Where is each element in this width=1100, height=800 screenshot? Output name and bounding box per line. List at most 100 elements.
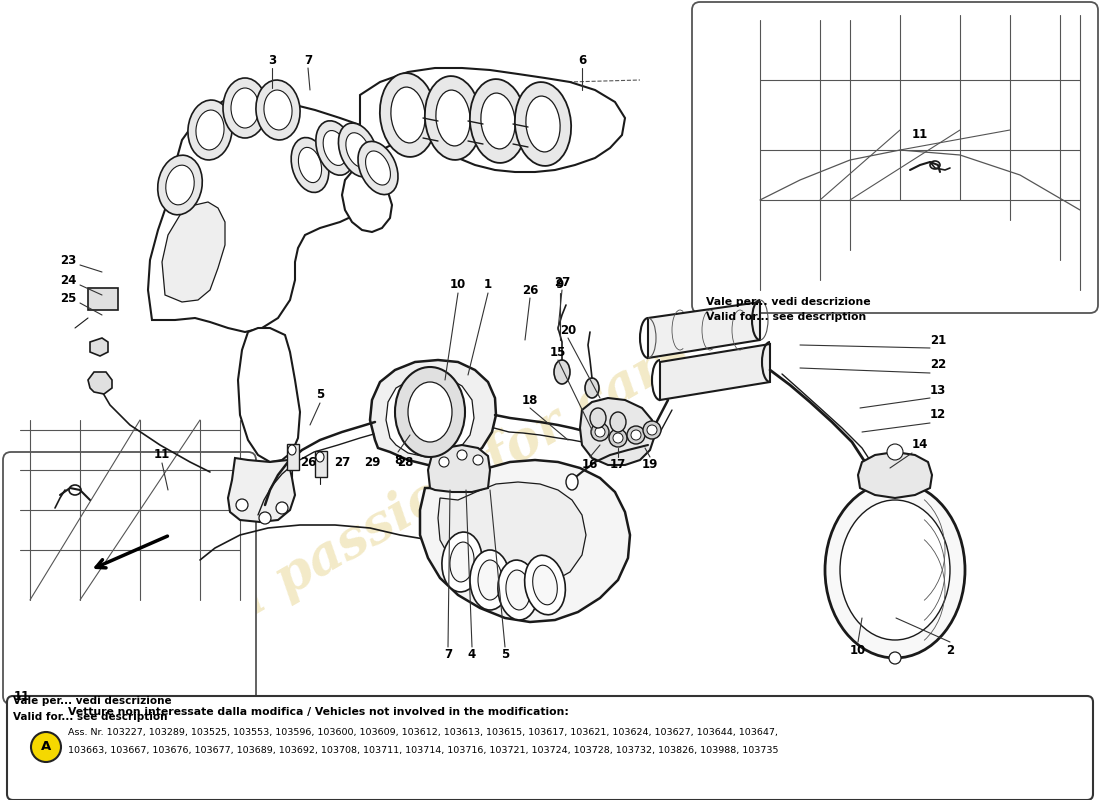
Ellipse shape: [525, 555, 565, 614]
Ellipse shape: [358, 142, 398, 194]
Text: 16: 16: [582, 458, 598, 471]
Ellipse shape: [436, 90, 470, 146]
Ellipse shape: [258, 512, 271, 524]
Polygon shape: [386, 376, 474, 457]
Text: 28: 28: [397, 455, 414, 469]
Ellipse shape: [408, 382, 452, 442]
Ellipse shape: [256, 80, 300, 140]
Circle shape: [31, 732, 60, 762]
Text: Vale per... vedi descrizione: Vale per... vedi descrizione: [13, 696, 172, 706]
Ellipse shape: [298, 147, 321, 182]
Ellipse shape: [323, 130, 346, 166]
Ellipse shape: [316, 452, 324, 462]
Ellipse shape: [566, 474, 578, 490]
Ellipse shape: [231, 88, 258, 128]
Text: a passion for cars: a passion for cars: [221, 327, 700, 633]
Ellipse shape: [609, 429, 627, 447]
Text: Valid for... see description: Valid for... see description: [13, 712, 167, 722]
Text: 2: 2: [946, 643, 954, 657]
Ellipse shape: [390, 87, 425, 143]
Bar: [315, 451, 327, 477]
Ellipse shape: [515, 82, 571, 166]
Polygon shape: [858, 452, 932, 498]
Ellipse shape: [887, 444, 903, 460]
Text: 22: 22: [930, 358, 946, 371]
Text: Vetture non interessate dalla modifica / Vehicles not involved in the modificati: Vetture non interessate dalla modifica /…: [68, 707, 569, 717]
Text: 19: 19: [641, 458, 658, 471]
Text: 103663, 103667, 103676, 103677, 103689, 103692, 103708, 103711, 103714, 103716, : 103663, 103667, 103676, 103677, 103689, …: [68, 746, 779, 754]
Text: 29: 29: [364, 455, 381, 469]
Polygon shape: [648, 302, 760, 358]
Text: 9: 9: [556, 278, 564, 291]
Text: 17: 17: [609, 458, 626, 471]
Ellipse shape: [644, 421, 661, 439]
Ellipse shape: [425, 76, 481, 160]
Text: 11: 11: [912, 129, 928, 142]
Polygon shape: [580, 398, 654, 465]
Ellipse shape: [481, 93, 515, 149]
Ellipse shape: [473, 455, 483, 465]
Text: 11: 11: [154, 449, 170, 462]
Ellipse shape: [292, 138, 329, 193]
Text: 3: 3: [268, 54, 276, 66]
Text: 18: 18: [521, 394, 538, 406]
Ellipse shape: [439, 457, 449, 467]
Ellipse shape: [591, 423, 609, 441]
Text: 27: 27: [554, 275, 570, 289]
Ellipse shape: [442, 532, 482, 592]
Ellipse shape: [585, 378, 600, 398]
Text: 13: 13: [930, 383, 946, 397]
Text: 24: 24: [59, 274, 76, 286]
Ellipse shape: [223, 78, 267, 138]
Ellipse shape: [498, 560, 538, 620]
Text: 11: 11: [14, 690, 31, 703]
Text: 10: 10: [850, 643, 866, 657]
Ellipse shape: [395, 367, 465, 457]
Polygon shape: [162, 202, 226, 302]
Text: 25: 25: [59, 291, 76, 305]
Ellipse shape: [236, 499, 248, 511]
Ellipse shape: [339, 123, 377, 177]
Ellipse shape: [196, 110, 224, 150]
Text: 12: 12: [930, 409, 946, 422]
Polygon shape: [660, 344, 770, 400]
Ellipse shape: [157, 155, 202, 214]
Ellipse shape: [613, 433, 623, 443]
Polygon shape: [438, 482, 586, 588]
Text: 20: 20: [560, 323, 576, 337]
Polygon shape: [370, 360, 496, 465]
Text: 8: 8: [394, 454, 403, 466]
Ellipse shape: [470, 550, 510, 610]
Bar: [88, 288, 118, 310]
Text: 6: 6: [578, 54, 586, 66]
Text: 26: 26: [521, 283, 538, 297]
Ellipse shape: [456, 450, 468, 460]
Polygon shape: [342, 68, 625, 232]
Ellipse shape: [264, 90, 293, 130]
Text: 15: 15: [550, 346, 566, 358]
Polygon shape: [148, 95, 388, 332]
Ellipse shape: [627, 426, 645, 444]
Polygon shape: [90, 338, 108, 356]
Text: 27: 27: [334, 455, 350, 469]
FancyBboxPatch shape: [3, 452, 256, 704]
Polygon shape: [420, 460, 630, 622]
Text: Valid for... see description: Valid for... see description: [706, 312, 867, 322]
Polygon shape: [228, 458, 295, 522]
FancyBboxPatch shape: [692, 2, 1098, 313]
Text: 23: 23: [59, 254, 76, 266]
Ellipse shape: [288, 445, 296, 455]
Text: 21: 21: [930, 334, 946, 346]
Ellipse shape: [166, 165, 195, 205]
Text: 1: 1: [484, 278, 492, 291]
Ellipse shape: [316, 121, 354, 175]
Text: 7: 7: [444, 649, 452, 662]
Text: 7: 7: [304, 54, 312, 66]
Ellipse shape: [889, 652, 901, 664]
Text: 4: 4: [468, 649, 476, 662]
Text: Ass. Nr. 103227, 103289, 103525, 103553, 103596, 103600, 103609, 103612, 103613,: Ass. Nr. 103227, 103289, 103525, 103553,…: [68, 727, 778, 737]
Ellipse shape: [450, 542, 474, 582]
Text: 26: 26: [300, 455, 316, 469]
Ellipse shape: [825, 482, 965, 658]
Bar: [287, 444, 299, 470]
